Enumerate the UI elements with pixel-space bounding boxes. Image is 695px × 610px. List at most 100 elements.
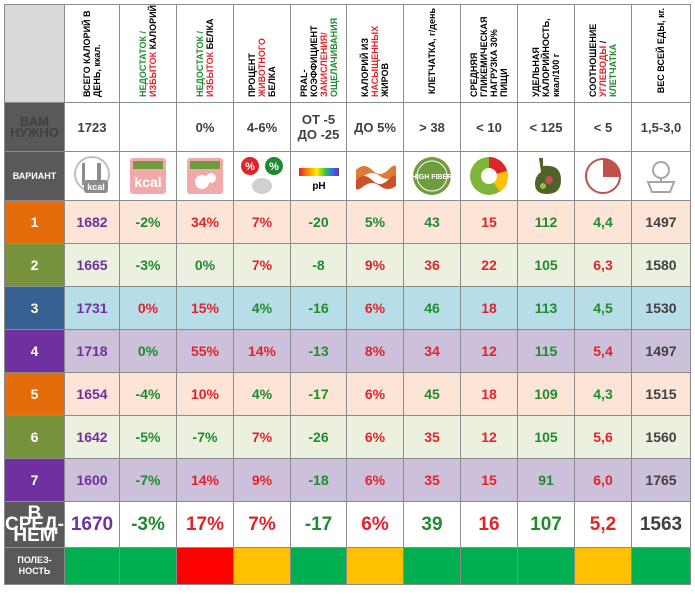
variant-number: 3 <box>4 286 65 330</box>
variant-value-cell: 35 <box>403 458 461 502</box>
variant-number: 4 <box>4 329 65 373</box>
variant-value-cell: -3% <box>119 243 177 287</box>
variant-value-cell: 7% <box>233 200 291 244</box>
column-header-part: / <box>598 40 608 46</box>
need-cell: > 38 <box>403 102 461 152</box>
variant-value-cell: 4% <box>233 286 291 330</box>
average-value-cell: 107 <box>517 501 575 548</box>
need-cell: < 125 <box>517 102 575 152</box>
column-header-part: НАСЫЩЕННЫХ <box>370 25 380 97</box>
variant-row: 4 1718 0% 55% 14% -13 8% 34 12 115 5,4 1497 <box>4 329 691 373</box>
column-header-part: ВСЕГО КАЛОРИЙ В ДЕНЬ, ккал. <box>82 10 102 97</box>
scale-kcal-icon: kcal <box>119 151 177 201</box>
svg-text:%: % <box>245 161 255 173</box>
variant-number: 6 <box>4 415 65 459</box>
variant-value-cell: 9% <box>233 458 291 502</box>
variant-value-cell: 1642 <box>64 415 120 459</box>
column-header-part: НЕДОСТАТОК / <box>195 31 205 97</box>
average-value-cell: -3% <box>119 501 177 548</box>
average-value-cell: -17 <box>290 501 347 548</box>
need-cell: ДО 5% <box>346 102 404 152</box>
variant-value-cell: 0% <box>119 329 177 373</box>
column-header: СРЕДНЯЯ ГЛИКЕМИЧЕСКАЯ НАГРУЗКА 30% ПИЩИ <box>469 6 509 97</box>
variant-value-cell: 1497 <box>631 329 691 373</box>
need-cell: 1,5-3,0 <box>631 102 691 152</box>
column-header-part: ПРОЦЕНТ <box>247 53 257 97</box>
column-header-part: ИЗБЫТОК <box>205 51 215 97</box>
need-cell: 4-6% <box>233 102 291 152</box>
variant-number: 1 <box>4 200 65 244</box>
column-header-part: ОЩЕЛАЧИВАНИЯ <box>328 17 339 97</box>
column-header: НЕДОСТАТОК / ИЗБЫТОК КАЛОРИЙ <box>138 6 158 98</box>
variant-value-cell: 5% <box>346 200 404 244</box>
usefulness-color-cell <box>233 547 291 585</box>
need-cell: ОТ -5 ДО -25 <box>290 102 347 152</box>
variant-value-cell: 0% <box>119 286 177 330</box>
variant-row: 6 1642 -5% -7% 7% -26 6% 35 12 105 5,6 1560 <box>4 415 691 459</box>
usefulness-color-cell <box>346 547 404 585</box>
fork-knife-kcal-icon: kcal <box>64 151 120 201</box>
column-header: СООТНОШЕНИЕ УГЛЕВОДЫ / КЛЕТЧАТКА <box>588 6 618 97</box>
variant-value-cell: -8 <box>290 243 347 287</box>
variant-value-cell: 1682 <box>64 200 120 244</box>
needs-label: ВАМ НУЖНО <box>4 102 65 152</box>
glycemic-plate-icon <box>460 151 518 201</box>
variant-value-cell: 34 <box>403 329 461 373</box>
variant-value-cell: 10% <box>176 372 234 416</box>
variant-value-cell: -20 <box>290 200 347 244</box>
variant-value-cell: 1515 <box>631 372 691 416</box>
variant-value-cell: 1600 <box>64 458 120 502</box>
column-header-part: НЕДОСТАТОК / <box>138 31 148 97</box>
variant-value-cell: -16 <box>290 286 347 330</box>
variant-value-cell: 1765 <box>631 458 691 502</box>
column-header-part: СООТНОШЕНИЕ <box>588 23 598 97</box>
variant-value-cell: -7% <box>176 415 234 459</box>
column-header-part: УГЛЕВОДЫ <box>598 45 608 97</box>
variant-value-cell: 46 <box>403 286 461 330</box>
column-header: ВЕС ВСЕЙ ЕДЫ, кг. <box>656 8 666 93</box>
average-value-cell: 39 <box>403 501 461 548</box>
variant-value-cell: 113 <box>517 286 575 330</box>
usefulness-color-cell <box>119 547 177 585</box>
variant-row: 5 1654 -4% 10% 4% -17 6% 45 18 109 4,3 1515 <box>4 372 691 416</box>
percent-squirrel-icon: % % <box>233 151 291 201</box>
need-cell: < 10 <box>460 102 518 152</box>
variant-row: 7 1600 -7% 14% 9% -18 6% 35 15 91 6,0 1765 <box>4 458 691 502</box>
variant-value-cell: 14% <box>176 458 234 502</box>
need-cell: 1723 <box>64 102 120 152</box>
variant-value-cell: 1731 <box>64 286 120 330</box>
variant-label: ВАРИАНТ <box>4 151 65 201</box>
variant-value-cell: 34% <box>176 200 234 244</box>
variant-value-cell: 1718 <box>64 329 120 373</box>
variant-value-cell: 6% <box>346 286 404 330</box>
need-cell: 0% <box>176 102 234 152</box>
usefulness-color-cell <box>290 547 347 585</box>
variant-value-cell: 7% <box>233 415 291 459</box>
header-row: ВСЕГО КАЛОРИЙ В ДЕНЬ, ккал. НЕДОСТАТОК /… <box>4 4 691 103</box>
variant-value-cell: 6,0 <box>574 458 632 502</box>
average-row: В СРЕД-НЕМ 1670 -3% 17% 7% -17 6% 39 16 107 5,2 15… <box>4 501 691 548</box>
average-value-cell: 1670 <box>64 501 120 548</box>
variant-value-cell: 6% <box>346 458 404 502</box>
column-header: PRAL-КОЭФФИЦИЕНТ ЗАКИСЛЕНИЯ/ОЩЕЛАЧИВАНИЯ <box>299 6 339 97</box>
variant-value-cell: 15 <box>460 200 518 244</box>
column-header: НЕДОСТАТОК / ИЗБЫТОК БЕЛКА <box>195 6 215 97</box>
column-header-part: БЕЛКА <box>267 66 277 97</box>
usefulness-label: ПОЛЕЗ-НОСТЬ <box>4 547 65 585</box>
svg-text:kcal: kcal <box>134 174 161 190</box>
column-header: ПРОЦЕНТ ЖИВОТНОГО БЕЛКА <box>247 6 277 97</box>
variant-value-cell: 1497 <box>631 200 691 244</box>
variant-value-cell: 105 <box>517 415 575 459</box>
variant-value-cell: 7% <box>233 243 291 287</box>
variant-value-cell: 14% <box>233 329 291 373</box>
average-value-cell: 1563 <box>631 501 691 548</box>
usefulness-color-cell <box>176 547 234 585</box>
variant-value-cell: 8% <box>346 329 404 373</box>
variant-value-cell: 1654 <box>64 372 120 416</box>
stomach-food-icon <box>517 151 575 201</box>
variant-number: 5 <box>4 372 65 416</box>
corner-cell <box>4 4 65 103</box>
variant-value-cell: 9% <box>346 243 404 287</box>
ph-scale-icon: pH <box>290 151 347 201</box>
scale-apple-icon <box>631 151 691 201</box>
